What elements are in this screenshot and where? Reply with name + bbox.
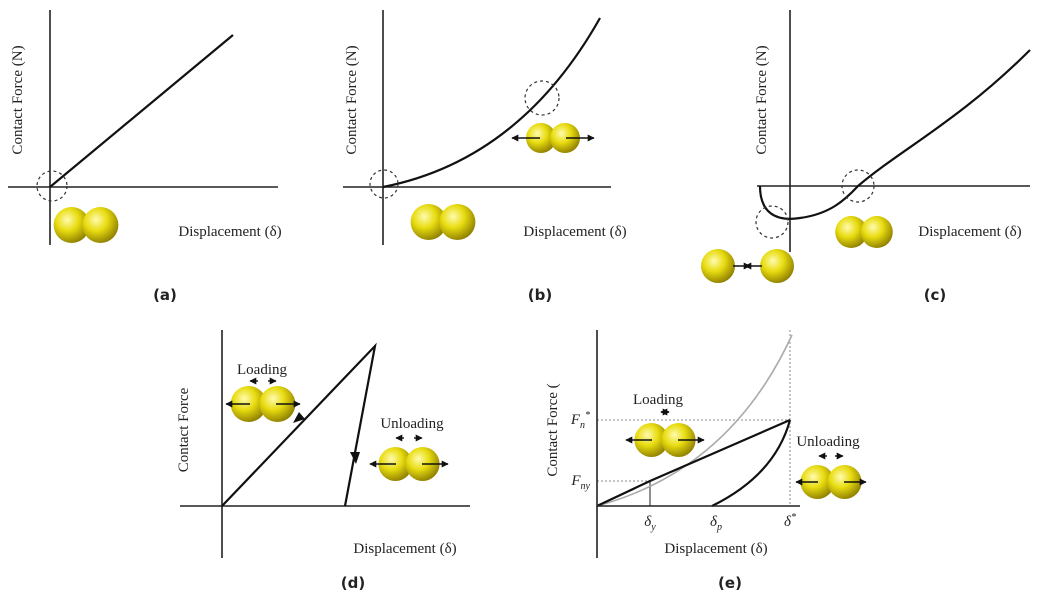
unloading-label: Unloading [380,416,444,432]
contact-marker [756,206,788,238]
tick-superscript: * [791,512,796,523]
particle [439,204,475,240]
unloading-label: Unloading [796,434,860,450]
y-axis-label: Contact Force [176,387,192,472]
x-axis-label: Displacement (δ) [523,224,626,240]
loading-label: Loading [237,362,287,378]
tick-label: δ* [784,512,796,530]
y-axis-label: Contact Force (N) [344,45,360,154]
particle [82,207,118,243]
force-curve [760,50,1030,219]
tick-subscript: y [650,522,656,533]
tick-label: Fny [570,473,590,492]
loading-label: Loading [633,392,683,408]
y-axis-label: Contact Force ( [545,383,561,476]
particle [760,249,794,283]
x-axis-label: Displacement (δ) [918,224,1021,240]
force-curve [383,18,600,187]
caption: (d) [341,574,365,592]
tick-label: δp [710,514,722,533]
unloading-arrow [350,452,360,464]
particle [701,249,735,283]
force-curve [50,35,233,187]
figure: Contact Force (N) Displacement (δ) (a) C… [0,0,1050,595]
y-axis-label: Contact Force (N) [10,45,26,154]
caption: (c) [924,286,947,304]
caption: (b) [528,286,552,304]
tick-superscript: * [585,410,590,421]
tick-label: δy [644,514,656,533]
caption: (a) [153,286,177,304]
caption: (e) [718,574,742,592]
tick-label: Fn* [570,410,590,431]
x-axis-label: Displacement (δ) [353,541,456,557]
x-axis-label: Displacement (δ) [664,541,767,557]
tick-subscript: n [580,420,585,431]
tick-subscript: ny [581,481,591,492]
tick-subscript: p [716,522,722,533]
x-axis-label: Displacement (δ) [178,224,281,240]
particle [861,216,893,248]
y-axis-label: Contact Force (N) [754,45,770,154]
unloading-curve [712,420,790,506]
